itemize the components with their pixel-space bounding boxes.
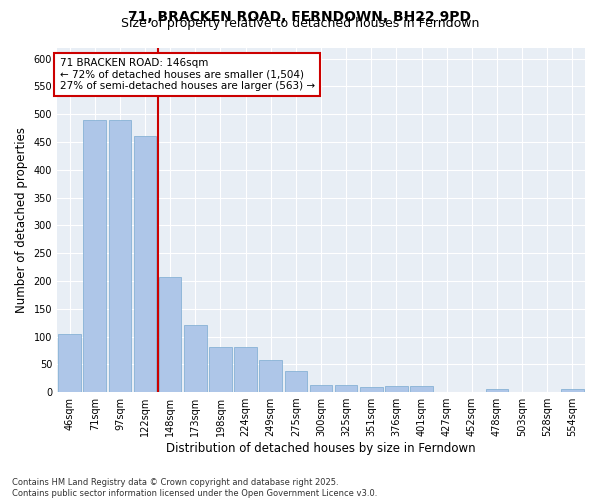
- Y-axis label: Number of detached properties: Number of detached properties: [15, 127, 28, 313]
- Bar: [385, 386, 408, 392]
- Text: 71, BRACKEN ROAD, FERNDOWN, BH22 9PD: 71, BRACKEN ROAD, FERNDOWN, BH22 9PD: [128, 10, 472, 24]
- Bar: [284, 371, 307, 392]
- Bar: [109, 120, 131, 392]
- Text: Contains HM Land Registry data © Crown copyright and database right 2025.
Contai: Contains HM Land Registry data © Crown c…: [12, 478, 377, 498]
- Bar: [410, 386, 433, 392]
- Bar: [58, 334, 81, 392]
- Bar: [310, 385, 332, 392]
- Bar: [259, 360, 282, 392]
- Bar: [485, 390, 508, 392]
- Bar: [335, 385, 358, 392]
- X-axis label: Distribution of detached houses by size in Ferndown: Distribution of detached houses by size …: [166, 442, 476, 455]
- Bar: [209, 346, 232, 392]
- Bar: [134, 136, 157, 392]
- Bar: [159, 277, 181, 392]
- Text: Size of property relative to detached houses in Ferndown: Size of property relative to detached ho…: [121, 18, 479, 30]
- Bar: [234, 346, 257, 392]
- Bar: [83, 120, 106, 392]
- Bar: [360, 386, 383, 392]
- Text: 71 BRACKEN ROAD: 146sqm
← 72% of detached houses are smaller (1,504)
27% of semi: 71 BRACKEN ROAD: 146sqm ← 72% of detache…: [59, 58, 315, 91]
- Bar: [184, 326, 206, 392]
- Bar: [561, 390, 584, 392]
